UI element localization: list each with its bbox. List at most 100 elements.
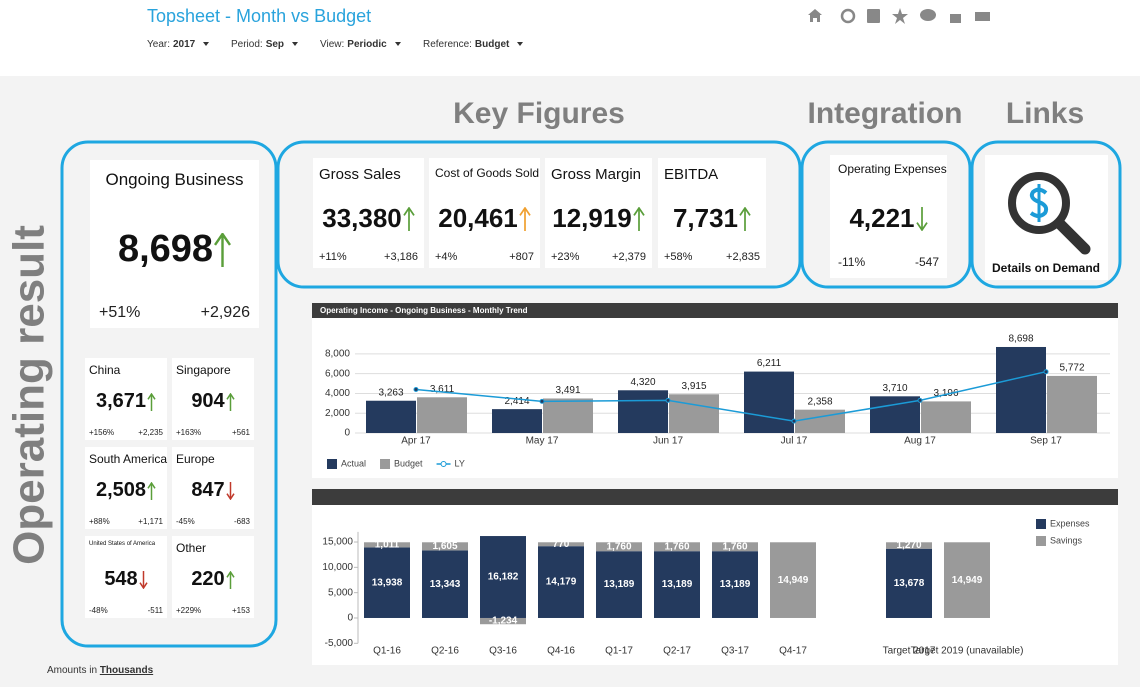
kpi-pct: +156% <box>89 428 115 437</box>
chart-panel <box>312 303 1118 478</box>
frame <box>276 140 802 289</box>
filter[interactable]: Period: Sep <box>231 39 299 50</box>
print-icon[interactable] <box>975 12 990 21</box>
filter-label: Reference: <box>423 39 472 50</box>
y-tick-label: -5,000 <box>325 638 354 649</box>
kpi-value-row: 3,671 <box>85 390 167 413</box>
kpi-value-row: 548 <box>85 568 167 591</box>
kpi-name: South America <box>89 452 168 466</box>
x-tick-label: Q1-16 <box>373 646 401 657</box>
data-label: 16,182 <box>488 572 519 583</box>
arrow-head <box>139 581 148 589</box>
frame <box>800 140 972 289</box>
kpi-delta: -511 <box>147 606 163 615</box>
y-tick-label: 8,000 <box>325 349 350 360</box>
kpi-pct: +163% <box>176 428 202 437</box>
x-tick-label: Apr 17 <box>401 436 431 447</box>
kpi-card: Gross Margin 12,919 +23% +2,379 <box>545 158 652 268</box>
x-tick-label: Q2-16 <box>431 646 459 657</box>
kpi-card: Ongoing Business 8,698 +51% +2,926 <box>90 160 259 328</box>
y-tick-label: 6,000 <box>325 368 350 379</box>
trend-arrow <box>139 570 148 589</box>
data-label: 13,189 <box>604 579 635 590</box>
header: Topsheet - Month vs Budget Year: 2017 Per… <box>0 0 1140 76</box>
data-label: 3,196 <box>933 388 958 399</box>
links-label[interactable]: Details on Demand <box>992 261 1100 275</box>
x-tick-label: Q4-17 <box>779 646 807 657</box>
bar-segment <box>596 542 642 552</box>
filter[interactable]: Year: 2017 <box>147 39 210 50</box>
kpi-delta: +1,171 <box>138 517 163 526</box>
data-label: 14,949 <box>778 575 809 586</box>
data-label: -1,234 <box>489 616 518 627</box>
kpi-footer: +4% +807 <box>435 251 534 263</box>
lock-icon[interactable] <box>950 14 961 23</box>
section-heading: Key Figures <box>453 97 625 130</box>
data-label: 2,414 <box>504 396 529 407</box>
line-point <box>539 398 545 404</box>
bar <box>492 409 542 433</box>
kpi-value-row: 904 <box>172 390 254 413</box>
x-tick-label: Jul 17 <box>781 436 808 447</box>
kpi-card: United States of America 548 -48% -511 <box>85 536 167 618</box>
trend-arrow <box>519 206 531 231</box>
bar-segment <box>886 542 932 549</box>
kpi-pct: +51% <box>99 304 141 321</box>
bar <box>1047 375 1097 433</box>
page-title: Topsheet - Month vs Budget <box>147 6 372 26</box>
star-icon[interactable] <box>892 8 908 24</box>
arrow-head <box>214 232 232 246</box>
filter[interactable]: View: Periodic <box>320 39 401 50</box>
refresh-icon[interactable] <box>840 8 856 24</box>
trend-arrow <box>403 206 415 231</box>
bar <box>543 398 593 433</box>
x-tick-label: Aug 17 <box>904 436 936 447</box>
x-tick-label: May 17 <box>526 436 559 447</box>
kpi-value: 3,671 <box>95 390 147 412</box>
data-label: 8,698 <box>1008 334 1033 345</box>
magnifier-icon[interactable] <box>1008 172 1091 255</box>
filter[interactable]: Reference: Budget <box>423 39 524 50</box>
bar-segment <box>654 551 700 618</box>
kpi-card: EBITDA 7,731 +58% +2,835 <box>658 158 766 268</box>
trend-arrow <box>226 570 235 589</box>
kpi-card: Singapore 904 +163% +561 <box>172 358 254 440</box>
kpi-pct: -11% <box>838 255 866 269</box>
section-heading: Operating result <box>5 225 54 565</box>
kpi-delta: +2,835 <box>726 251 760 263</box>
kpi-name: China <box>89 363 121 377</box>
x-tick-label: Q3-16 <box>489 646 517 657</box>
currency-icon[interactable] <box>867 9 880 23</box>
line-point <box>1043 369 1049 375</box>
arrow-head <box>633 206 645 216</box>
data-label: 1,760 <box>606 541 631 552</box>
kpi-pct: -48% <box>89 606 108 615</box>
kpi-footer: +51% +2,926 <box>99 304 250 322</box>
footer: Amounts in Thousands <box>47 665 153 676</box>
bar-segment <box>712 551 758 618</box>
kpi-value-row: 2,508 <box>85 479 167 502</box>
y-tick-label: 0 <box>347 613 353 624</box>
kpi-card: Europe 847 -45% -683 <box>172 447 254 529</box>
data-label: 13,938 <box>372 577 403 588</box>
trend-arrow <box>226 392 235 411</box>
arrow-head <box>226 492 235 500</box>
caret <box>394 42 401 47</box>
bar-segment <box>654 542 700 552</box>
kpi-value-row: 7,731 <box>658 203 766 234</box>
x-tick-label: Q3-17 <box>721 646 749 657</box>
home-icon[interactable] <box>808 9 822 22</box>
bar-segment <box>538 542 584 547</box>
chart-title: Operating Income - Ongoing Business - Mo… <box>320 306 528 315</box>
bar <box>744 371 794 433</box>
kpi-footer: -11% -547 <box>838 255 939 269</box>
comment-icon[interactable] <box>920 9 936 21</box>
kpi-value: 4,221 <box>849 203 915 233</box>
legend-swatch <box>327 459 337 469</box>
kpi-value: 220 <box>191 568 225 590</box>
data-label: 13,678 <box>894 578 925 589</box>
bar-segment <box>422 542 468 551</box>
kpi-name: Operating Expenses <box>838 162 947 176</box>
bar <box>669 394 719 433</box>
group-frames <box>60 140 1122 648</box>
